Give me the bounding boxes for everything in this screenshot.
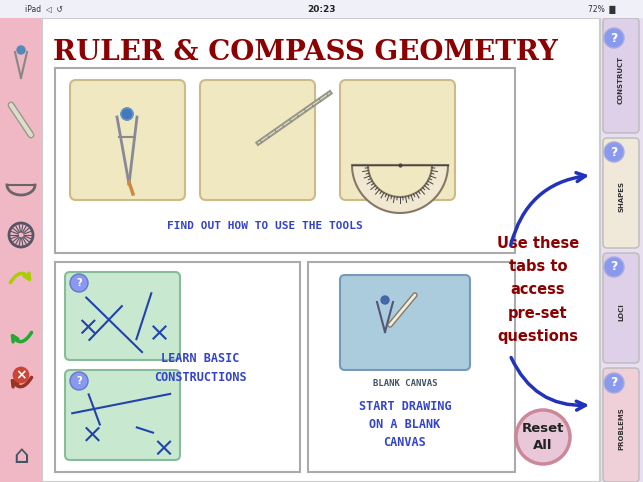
Text: 72%  █: 72% █ bbox=[588, 4, 615, 13]
Text: START DRAWING
ON A BLANK
CANVAS: START DRAWING ON A BLANK CANVAS bbox=[359, 401, 451, 450]
Polygon shape bbox=[257, 91, 332, 145]
Text: 20:23: 20:23 bbox=[307, 4, 335, 13]
Bar bbox=[55, 68, 515, 253]
Circle shape bbox=[70, 372, 88, 390]
Circle shape bbox=[516, 410, 570, 464]
Text: SHAPES: SHAPES bbox=[618, 182, 624, 213]
FancyBboxPatch shape bbox=[340, 275, 470, 370]
Text: BLANK CANVAS: BLANK CANVAS bbox=[373, 378, 437, 388]
Text: Reset
All: Reset All bbox=[522, 422, 564, 452]
Circle shape bbox=[17, 46, 25, 54]
FancyBboxPatch shape bbox=[200, 80, 315, 200]
Circle shape bbox=[604, 142, 624, 162]
Text: ?: ? bbox=[76, 376, 82, 386]
Text: ?: ? bbox=[610, 260, 618, 273]
FancyBboxPatch shape bbox=[603, 138, 639, 248]
Bar bbox=[308, 262, 515, 472]
Text: PROBLEMS: PROBLEMS bbox=[618, 408, 624, 450]
Bar bbox=[42, 18, 600, 482]
Text: ?: ? bbox=[610, 146, 618, 159]
Bar bbox=[0, 18, 42, 482]
FancyArrowPatch shape bbox=[511, 173, 585, 245]
Bar bbox=[600, 18, 643, 482]
Text: ×: × bbox=[15, 368, 27, 382]
Text: iPad  ◁  ↺: iPad ◁ ↺ bbox=[25, 4, 63, 13]
FancyBboxPatch shape bbox=[65, 272, 180, 360]
Bar bbox=[0, 0, 643, 18]
FancyBboxPatch shape bbox=[603, 368, 639, 482]
Polygon shape bbox=[352, 165, 448, 213]
Circle shape bbox=[70, 274, 88, 292]
Circle shape bbox=[604, 28, 624, 48]
Text: RULER & COMPASS GEOMETRY: RULER & COMPASS GEOMETRY bbox=[53, 39, 557, 66]
Text: ?: ? bbox=[610, 376, 618, 389]
Text: LOCI: LOCI bbox=[618, 303, 624, 321]
Circle shape bbox=[381, 296, 389, 304]
Text: ⌂: ⌂ bbox=[13, 444, 29, 468]
Text: ?: ? bbox=[76, 278, 82, 288]
Circle shape bbox=[121, 108, 133, 120]
FancyBboxPatch shape bbox=[603, 18, 639, 133]
Text: LEARN BASIC
CONSTRUCTIONS: LEARN BASIC CONSTRUCTIONS bbox=[154, 352, 246, 384]
Circle shape bbox=[604, 257, 624, 277]
Text: ?: ? bbox=[610, 31, 618, 44]
Circle shape bbox=[604, 373, 624, 393]
FancyBboxPatch shape bbox=[65, 370, 180, 460]
FancyBboxPatch shape bbox=[340, 80, 455, 200]
Bar bbox=[55, 262, 300, 472]
FancyBboxPatch shape bbox=[70, 80, 185, 200]
Text: Use these
tabs to
access
pre-set
questions: Use these tabs to access pre-set questio… bbox=[497, 236, 579, 344]
FancyArrowPatch shape bbox=[511, 358, 585, 410]
FancyBboxPatch shape bbox=[603, 253, 639, 363]
Text: FIND OUT HOW TO USE THE TOOLS: FIND OUT HOW TO USE THE TOOLS bbox=[167, 221, 363, 231]
Text: CONSTRUCT: CONSTRUCT bbox=[618, 55, 624, 104]
